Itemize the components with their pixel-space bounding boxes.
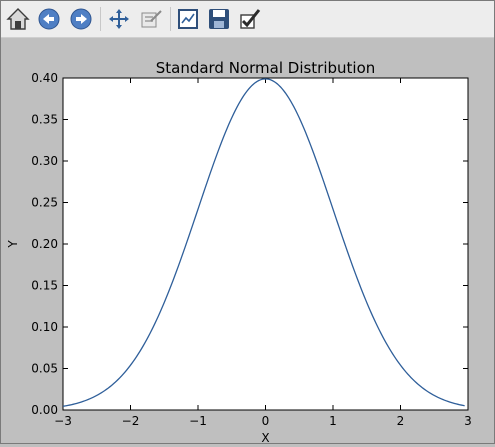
home-icon[interactable] [5, 5, 31, 33]
pdf-line [62, 78, 465, 407]
y-tick-label: 0.05 [31, 362, 58, 376]
y-tick-label: 0.25 [31, 196, 58, 210]
chart-title: Standard Normal Distribution [156, 59, 376, 77]
tick-group: −3 −2 −1 0 1 2 3 0.00 0.05 0.10 0.15 0.20 0.25 0.30 0.… [31, 71, 472, 428]
y-tick-label: 0.40 [31, 71, 58, 85]
y-tick-label: 0.15 [31, 279, 58, 293]
subplots-icon[interactable] [175, 5, 201, 33]
navigation-toolbar [1, 1, 494, 38]
figure-canvas: Standard Normal Distribution X Y −3 −2 −1 0… [1, 38, 494, 445]
y-tick-label: 0.30 [31, 154, 58, 168]
x-tick-label: −1 [189, 414, 207, 428]
y-tick-label: 0.10 [31, 320, 58, 334]
y-tick-label: 0.00 [31, 403, 58, 417]
y-tick-label: 0.35 [31, 113, 58, 127]
x-tick-label: 0 [262, 414, 270, 428]
back-icon[interactable] [36, 5, 62, 33]
y-axis-label: Y [6, 240, 20, 249]
pan-icon[interactable] [106, 5, 132, 33]
x-axis-label: X [261, 431, 269, 443]
x-tick-label: −3 [54, 414, 72, 428]
x-tick-label: 1 [329, 414, 337, 428]
toolbar-separator [170, 7, 171, 31]
x-tick-label: −2 [122, 414, 140, 428]
edit-axis-icon[interactable] [237, 5, 263, 33]
x-tick-label: 2 [397, 414, 405, 428]
y-tick-label: 0.20 [31, 237, 58, 251]
forward-icon[interactable] [68, 5, 94, 33]
x-tick-label: 3 [464, 414, 472, 428]
chart-svg: Standard Normal Distribution X Y −3 −2 −1 0… [6, 59, 472, 445]
save-icon[interactable] [206, 5, 232, 33]
zoom-icon[interactable] [138, 5, 164, 33]
axes-background [62, 77, 469, 411]
toolbar-separator [100, 7, 101, 31]
